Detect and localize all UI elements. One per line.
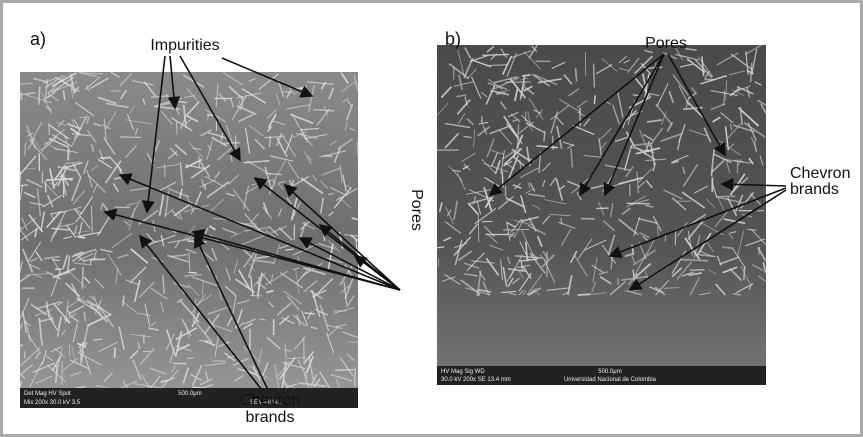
annotation: Impurities bbox=[150, 37, 219, 54]
texture bbox=[578, 294, 591, 295]
texture bbox=[187, 358, 193, 359]
texture bbox=[245, 223, 257, 224]
texture bbox=[292, 180, 293, 186]
info-text: 30.0 kV 200x SE 13.4 mm bbox=[441, 377, 511, 383]
annotation: Pores bbox=[645, 35, 687, 52]
panel-label: b) bbox=[445, 29, 461, 49]
texture bbox=[270, 136, 271, 147]
texture bbox=[93, 339, 102, 340]
texture bbox=[20, 226, 21, 232]
texture bbox=[690, 270, 705, 271]
annotation: brands bbox=[246, 409, 295, 426]
texture bbox=[235, 135, 236, 152]
texture bbox=[544, 131, 545, 141]
texture bbox=[39, 86, 40, 104]
texture bbox=[759, 247, 760, 255]
texture bbox=[437, 247, 444, 248]
sem-image-a bbox=[20, 72, 358, 408]
texture bbox=[744, 266, 745, 280]
texture bbox=[82, 267, 83, 289]
texture bbox=[20, 185, 28, 186]
info-text: HV Mag Sig WD bbox=[441, 369, 485, 375]
texture bbox=[114, 348, 115, 359]
texture bbox=[454, 67, 455, 80]
texture bbox=[716, 196, 735, 197]
info-text: Mix 200x 30.0 kV 3.5 bbox=[24, 400, 81, 406]
texture bbox=[223, 143, 239, 144]
texture bbox=[176, 121, 177, 134]
texture bbox=[25, 142, 26, 155]
texture bbox=[594, 64, 595, 88]
texture bbox=[78, 237, 85, 238]
annotation: Pores bbox=[408, 189, 425, 231]
texture bbox=[722, 247, 732, 248]
texture bbox=[189, 272, 197, 273]
texture bbox=[213, 361, 226, 362]
texture bbox=[355, 368, 356, 387]
info-text: 500.0μm bbox=[178, 391, 201, 397]
texture bbox=[576, 68, 577, 81]
annotation: Chevron bbox=[240, 392, 300, 409]
texture bbox=[522, 75, 530, 76]
info-text: 500.0μm bbox=[598, 369, 621, 375]
figure: Det Mag HV Spot 500.0μm Mix 200x 30.0 kV… bbox=[0, 0, 863, 437]
texture bbox=[161, 381, 168, 382]
texture bbox=[324, 234, 325, 241]
texture bbox=[80, 347, 81, 363]
info-text: Det Mag HV Spot bbox=[24, 391, 71, 397]
annotation: brands bbox=[790, 181, 839, 198]
panel-label: a) bbox=[30, 29, 46, 49]
texture bbox=[627, 203, 650, 204]
texture bbox=[304, 337, 305, 362]
texture bbox=[594, 95, 595, 104]
annotation: Chevron bbox=[790, 165, 850, 182]
texture bbox=[357, 142, 358, 157]
info-text: Universidad Nacional de Colombia bbox=[564, 377, 657, 383]
texture bbox=[647, 67, 663, 68]
